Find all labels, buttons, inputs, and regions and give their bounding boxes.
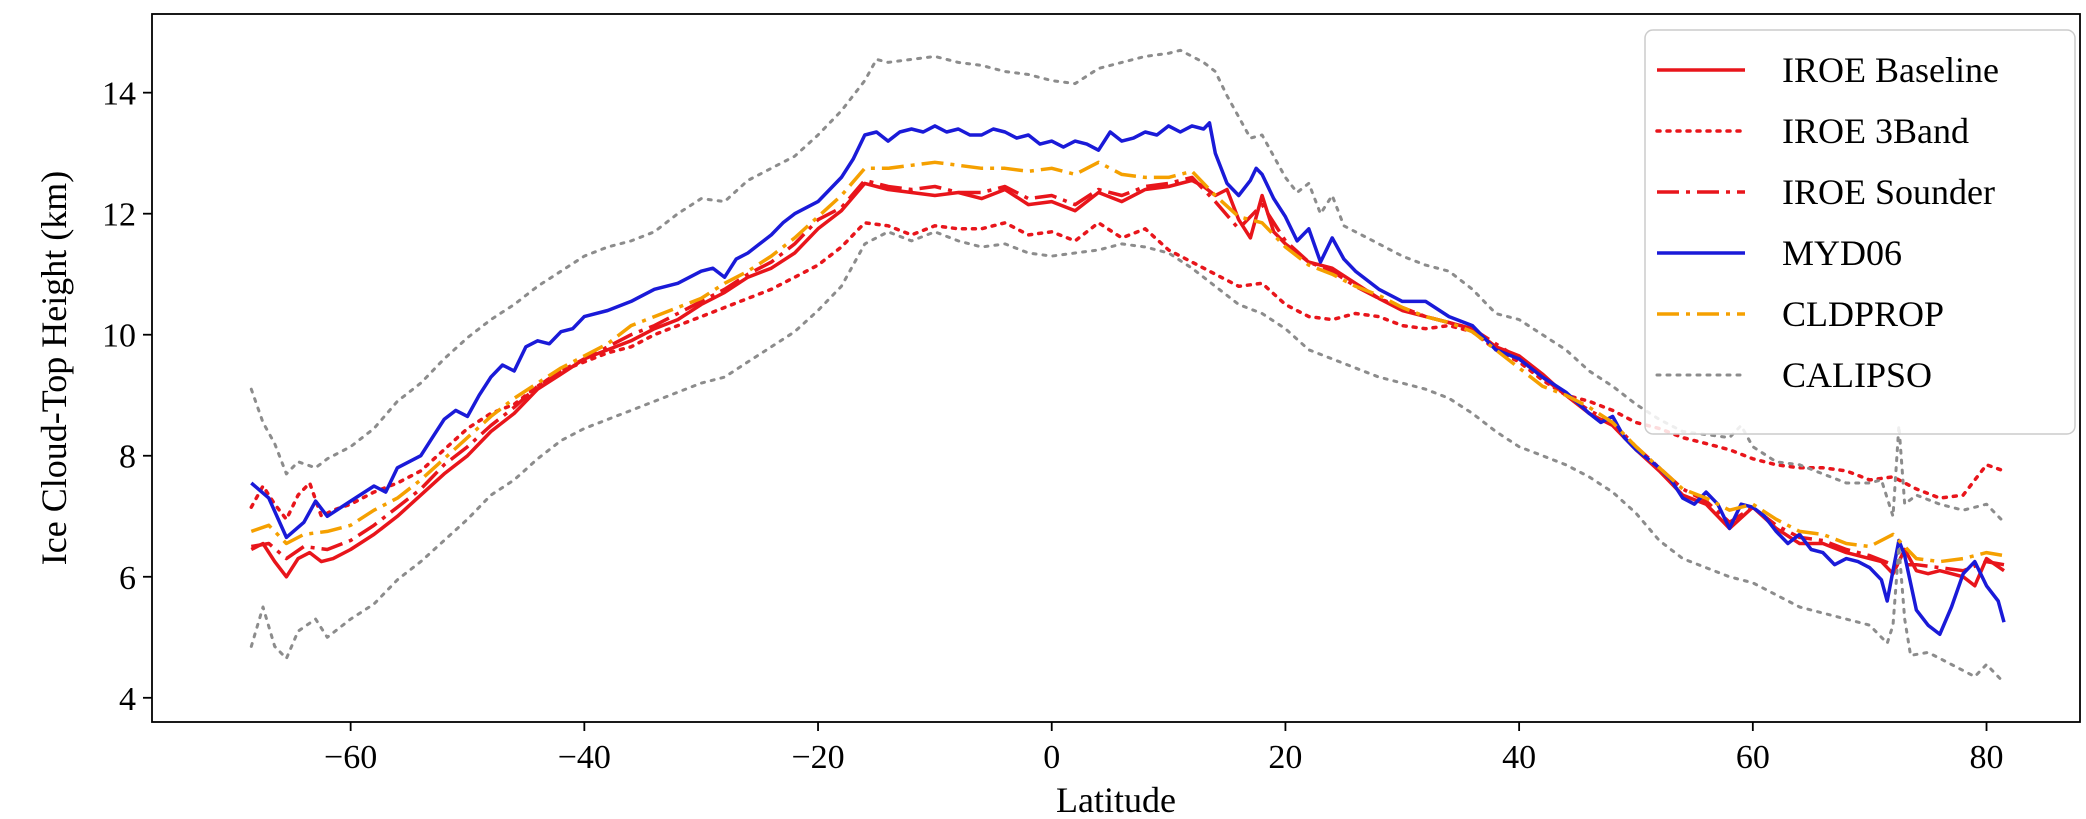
legend-label: IROE Baseline bbox=[1782, 50, 1999, 90]
x-tick-label: 0 bbox=[1043, 739, 1060, 776]
series-line-3 bbox=[251, 175, 2005, 573]
y-tick-label: 10 bbox=[102, 318, 136, 355]
legend-box bbox=[1644, 29, 2076, 435]
legend-label: IROE 3Band bbox=[1782, 111, 1969, 151]
legend-label: CLDPROP bbox=[1782, 294, 1944, 334]
y-tick-label: 12 bbox=[102, 197, 136, 234]
series-line-2 bbox=[249, 221, 2006, 522]
series-line-4 bbox=[250, 121, 2006, 637]
legend: IROE Baseline IROE 3Band IROE Sounder MYD06… bbox=[1644, 29, 2076, 435]
series-line-1 bbox=[250, 178, 2005, 588]
series-line-7 bbox=[249, 230, 2006, 685]
x-tick-label: 80 bbox=[1970, 739, 2004, 776]
x-tick-label: −60 bbox=[324, 739, 377, 776]
y-tick-label: 8 bbox=[119, 439, 136, 476]
legend-label: IROE Sounder bbox=[1782, 172, 1995, 212]
plot-frame bbox=[151, 13, 2081, 723]
x-tick-label: 20 bbox=[1268, 739, 1302, 776]
x-tick-label: −20 bbox=[791, 739, 844, 776]
y-axis-label: Ice Cloud-Top Height (km) bbox=[34, 171, 74, 565]
x-tick-label: 60 bbox=[1736, 739, 1770, 776]
x-tick-label: 40 bbox=[1502, 739, 1536, 776]
series-line-5 bbox=[250, 160, 2005, 564]
x-tick-label: −40 bbox=[558, 739, 611, 776]
series-layer bbox=[249, 48, 2006, 685]
axes-layer: −60 −40 −20 0 20 40 60 80 4 6 8 10 12 14 bbox=[102, 13, 2081, 776]
y-tick-label: 6 bbox=[119, 560, 136, 597]
legend-label: MYD06 bbox=[1782, 233, 1902, 273]
legend-label: CALIPSO bbox=[1782, 355, 1932, 395]
y-tick-label: 14 bbox=[102, 76, 136, 113]
x-axis-label: Latitude bbox=[1056, 780, 1176, 819]
y-tick-label: 4 bbox=[119, 681, 136, 718]
